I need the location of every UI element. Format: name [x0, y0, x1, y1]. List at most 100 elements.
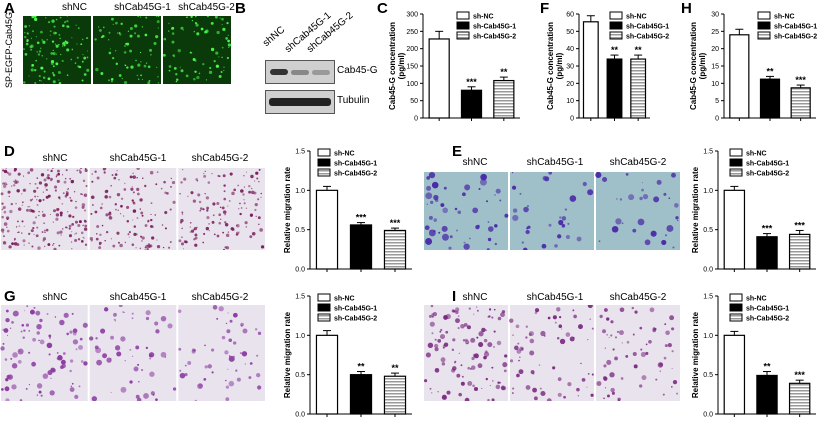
cell: [424, 225, 430, 231]
cell: [430, 200, 434, 204]
cell: [170, 177, 172, 180]
cell: [158, 16, 160, 17]
cell: [441, 233, 449, 241]
cell: [28, 75, 30, 77]
cell: [57, 70, 61, 75]
y-tick-label: 10: [711, 81, 719, 88]
y-tick-label: 40: [566, 46, 574, 53]
cell: [132, 201, 135, 204]
cell: [193, 227, 198, 231]
cell: [96, 233, 98, 235]
cell: [429, 314, 432, 318]
cell: [52, 52, 56, 56]
cell: [58, 34, 61, 36]
cell: [132, 219, 134, 221]
panel-label-f: F: [540, 0, 550, 17]
cell: [66, 25, 69, 28]
cell: [559, 338, 566, 345]
legend-entry: sh-NC: [473, 14, 494, 21]
cell: [144, 249, 146, 250]
cell: [111, 17, 114, 21]
cell: [162, 246, 165, 249]
cell: [129, 26, 133, 30]
cell: [434, 347, 439, 352]
cell: [552, 366, 556, 370]
cell: [669, 315, 675, 321]
cell: [664, 323, 667, 326]
legend-swatch: [317, 313, 331, 322]
cell: [675, 216, 679, 220]
cell: [64, 22, 66, 24]
cell: [491, 316, 494, 319]
cell: [441, 394, 447, 400]
cell: [140, 61, 142, 63]
cell: [113, 176, 117, 180]
cell: [119, 243, 123, 248]
cell: [128, 236, 130, 238]
cell: [108, 79, 110, 82]
cell: [74, 220, 78, 224]
cell: [221, 56, 223, 58]
cell: [29, 45, 33, 49]
cell: [640, 351, 646, 358]
significance-label: ***: [794, 220, 805, 230]
cell: [245, 207, 248, 209]
cell: [2, 241, 7, 245]
cell: [118, 179, 120, 181]
cell: [45, 188, 48, 191]
cell: [141, 240, 143, 242]
legend-entry: sh-Cab45G-1: [746, 306, 789, 313]
cell: [43, 245, 46, 248]
bar-sh-cab45g-1: [460, 89, 483, 119]
cell: [487, 398, 490, 401]
cell: [149, 357, 152, 360]
cell: [206, 209, 209, 212]
y-tick-label: 1.0: [703, 333, 713, 340]
cell: [240, 189, 244, 193]
cell: [431, 332, 434, 335]
cell: [211, 371, 214, 374]
cell: [483, 338, 488, 343]
cell: [559, 216, 562, 219]
cell: [69, 359, 74, 363]
cell: [625, 354, 629, 358]
cell: [207, 364, 212, 369]
cell: [254, 203, 258, 207]
cell: [156, 20, 160, 24]
cell: [82, 179, 86, 183]
cell: [603, 397, 605, 400]
cell: [503, 369, 507, 373]
cell: [24, 25, 27, 28]
y-tick-label: 0.5: [295, 227, 305, 234]
cell: [607, 394, 610, 398]
cell: [236, 224, 238, 227]
cell: [38, 339, 40, 342]
cell: [147, 244, 151, 248]
cell: [112, 23, 114, 26]
cell: [222, 174, 226, 178]
y-tick-label: 1.5: [703, 294, 713, 301]
cell: [64, 41, 68, 45]
cell: [476, 309, 479, 312]
cell: [2, 231, 4, 234]
cell: [452, 338, 456, 342]
bar-sh-cab45-1: [349, 224, 373, 270]
cell: [610, 320, 614, 324]
cell: [16, 189, 20, 193]
cell: [193, 30, 196, 33]
cell: [141, 78, 143, 80]
cell: [42, 198, 45, 201]
cell: [472, 207, 479, 214]
cell: [129, 49, 132, 53]
cell: [63, 312, 69, 318]
legend-entry: sh-NC: [746, 151, 767, 158]
cell: [56, 357, 59, 360]
cell: [472, 384, 475, 388]
cell: [232, 312, 238, 318]
cell: [611, 225, 619, 233]
cell: [437, 339, 442, 343]
cell: [461, 192, 466, 197]
cell: [168, 65, 172, 68]
legend-entry: sh-Cab45G-2: [334, 171, 377, 178]
legend-entry: sh-Cab45G-1: [334, 161, 377, 168]
